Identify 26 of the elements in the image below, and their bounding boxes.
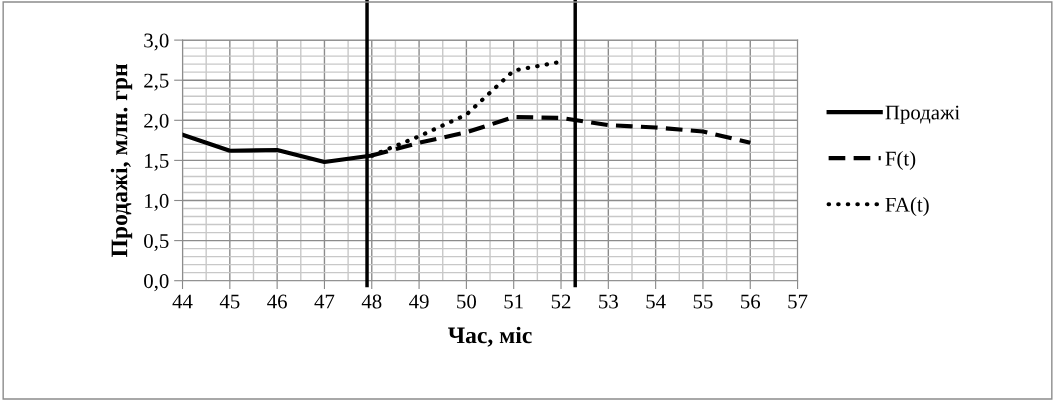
x-axis-title: Час, міс: [448, 326, 532, 347]
x-tick-label: 47: [314, 294, 335, 309]
x-tick-label: 46: [267, 294, 287, 309]
y-tick-label: 0,0: [144, 274, 169, 292]
y-tick-label: 2,5: [144, 73, 169, 91]
x-tick-label: 55: [693, 294, 713, 309]
y-tick-label: 1,5: [145, 153, 169, 171]
x-tick-label: 45: [219, 294, 240, 309]
x-tick-label: 51: [504, 294, 523, 309]
legend-label: F(t): [885, 151, 916, 170]
x-tick-label: 49: [409, 294, 429, 309]
x-tick-label: 57: [788, 294, 808, 309]
y-tick-label: 2,0: [144, 113, 169, 131]
y-tick-label: 1,0: [145, 193, 169, 211]
x-tick-label: 48: [361, 294, 382, 309]
legend-label: Продажі: [885, 105, 960, 124]
y-axis-title: Продажі, млн. грн: [110, 64, 133, 257]
legend-label: FA(t): [885, 197, 929, 217]
x-tick-label: 52: [551, 294, 571, 309]
y-tick-label: 0,5: [144, 233, 169, 252]
x-tick-label: 54: [646, 294, 666, 309]
x-tick-label: 56: [741, 294, 761, 309]
x-tick-label: 44: [172, 294, 193, 309]
x-tick-label: 50: [457, 294, 477, 309]
x-tick-label: 53: [599, 294, 618, 309]
y-tick-label: 3,0: [144, 33, 169, 51]
